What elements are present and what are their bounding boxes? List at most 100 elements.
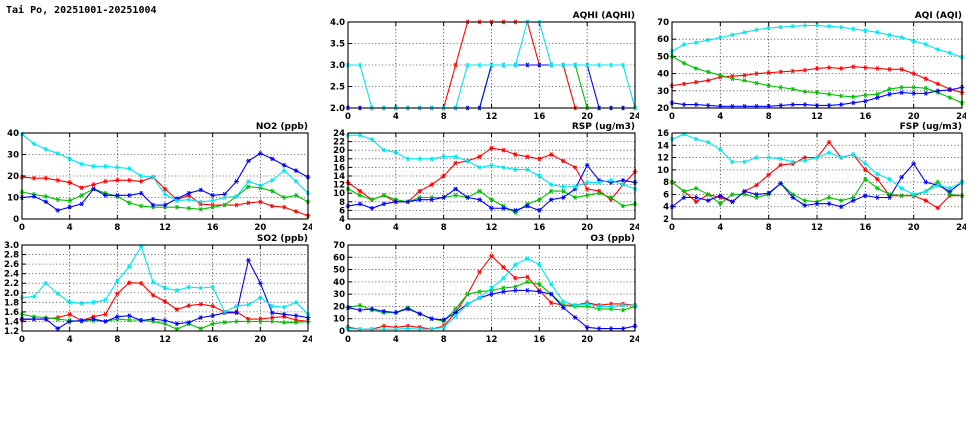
x-tick-label: 8 [441,335,447,345]
x-tick-label: 4 [393,335,399,345]
chart-title-aqi: AQI (AQI) [915,11,962,21]
y-tick-label: 2 [663,215,669,225]
x-tick-label: 12 [486,112,498,122]
y-tick-label: 10 [333,315,345,325]
x-tick-label: 12 [811,223,823,233]
x-tick-label: 4 [717,223,723,233]
x-tick-label: 12 [159,335,171,345]
x-tick-label: 0 [19,223,25,233]
plot-frame [671,132,963,220]
y-tick-label: 40 [7,129,19,139]
plot-frame [347,132,636,220]
y-tick-label: 3.5 [330,40,345,50]
chart-panel-fsp: FSP (ug/m3) 2 4 6 8 10 12 14 16 0 4 8 12 16 20 24 [650,119,966,235]
x-tick-label: 0 [669,112,675,122]
x-tick-label: 8 [114,335,120,345]
y-tick-label: 2.6 [4,260,19,270]
y-tick-label: 12 [333,181,345,191]
y-tick-label: 3.0 [4,241,19,251]
x-tick-label: 20 [581,335,593,345]
chart-panel-aqi: AQI (AQI) 20 30 40 50 60 70 0 4 8 12 16 20 24 [650,8,966,124]
x-tick-label: 24 [629,335,639,345]
x-tick-label: 24 [956,112,966,122]
y-tick-label: 4 [663,203,669,213]
y-tick-label: 70 [333,241,345,251]
series-line-day4 [671,24,963,58]
y-tick-label: 1.8 [4,298,19,308]
chart-panel-o3: O3 (ppb) 0 10 20 30 40 50 60 70 0 4 8 12 16 20 24 [326,231,639,347]
y-tick-label: 60 [657,35,669,45]
y-tick-label: 8 [663,178,669,188]
x-tick-label: 16 [859,223,871,233]
y-tick-label: 20 [657,104,669,114]
x-tick-label: 8 [441,112,447,122]
series-line-day4 [21,245,309,315]
y-tick-label: 10 [7,194,19,204]
x-tick-label: 24 [629,112,639,122]
x-tick-label: 0 [669,223,675,233]
y-tick-label: 2.5 [330,83,345,93]
x-tick-label: 4 [717,112,723,122]
y-tick-label: 40 [657,70,669,80]
chart-panel-no2: NO2 (ppb) 0 10 20 30 40 0 4 8 12 16 20 24 [0,119,312,235]
chart-title-aqhi: AQHI (AQHI) [573,11,635,21]
plot-frame [21,244,309,332]
y-tick-label: 20 [7,172,19,182]
chart-title-o3: O3 (ppb) [590,234,635,244]
y-tick-label: 6 [339,206,345,216]
y-tick-label: 14 [333,172,345,182]
y-tick-label: 8 [339,198,345,208]
page-title: Tai Po, 20251001-20251004 [6,5,157,16]
chart-panel-rsp: RSP (ug/m3) 4 6 8 10 12 14 16 18 20 22 24 0 4 8 12 16 20 2… [326,119,639,235]
y-tick-label: 30 [333,290,345,300]
x-tick-label: 24 [956,223,966,233]
y-tick-label: 4.0 [330,18,345,28]
y-tick-label: 22 [333,138,345,148]
plot-frame [347,244,636,332]
x-tick-label: 8 [766,112,772,122]
x-tick-label: 16 [533,335,545,345]
x-tick-label: 20 [254,223,266,233]
y-tick-label: 2.4 [4,270,19,280]
x-tick-label: 8 [766,223,772,233]
plot-frame [21,132,309,220]
x-tick-label: 12 [486,335,498,345]
x-tick-label: 12 [811,112,823,122]
y-tick-label: 16 [333,163,345,173]
series-line-day1 [21,176,309,217]
x-tick-label: 0 [345,335,351,345]
x-tick-label: 4 [67,335,73,345]
x-tick-label: 8 [441,223,447,233]
x-tick-label: 24 [302,223,312,233]
y-tick-label: 1.6 [4,308,19,318]
y-tick-label: 2.0 [330,104,345,114]
chart-panel-aqhi: AQHI (AQHI) 2.0 2.5 3.0 3.5 4.0 0 4 8 12 16 20 24 [326,8,639,124]
plot-frame [671,21,963,109]
x-tick-label: 0 [345,112,351,122]
y-tick-label: 0 [13,215,19,225]
y-tick-label: 10 [657,166,669,176]
x-tick-label: 24 [629,223,639,233]
x-tick-label: 4 [393,112,399,122]
x-tick-label: 20 [581,112,593,122]
chart-title-no2: NO2 (ppb) [256,122,308,132]
x-tick-label: 16 [207,223,219,233]
y-tick-label: 20 [333,302,345,312]
y-tick-label: 4 [339,215,345,225]
x-tick-label: 12 [486,223,498,233]
x-tick-label: 16 [207,335,219,345]
x-tick-label: 20 [908,223,920,233]
y-tick-label: 16 [657,129,669,139]
x-tick-label: 12 [159,223,171,233]
y-tick-label: 2.2 [4,279,19,289]
x-tick-label: 20 [254,335,266,345]
series-markers-day4 [669,23,965,60]
chart-panel-so2: SO2 (ppb) 1.2 1.4 1.6 1.8 2.0 2.2 2.4 2.6 2.8 3.0 0… [0,231,312,347]
x-tick-label: 8 [114,223,120,233]
y-tick-label: 2.8 [4,251,19,261]
plot-frame [347,21,636,109]
y-tick-label: 20 [333,146,345,156]
x-tick-label: 4 [67,223,73,233]
chart-title-so2: SO2 (ppb) [257,234,308,244]
y-tick-label: 40 [333,278,345,288]
